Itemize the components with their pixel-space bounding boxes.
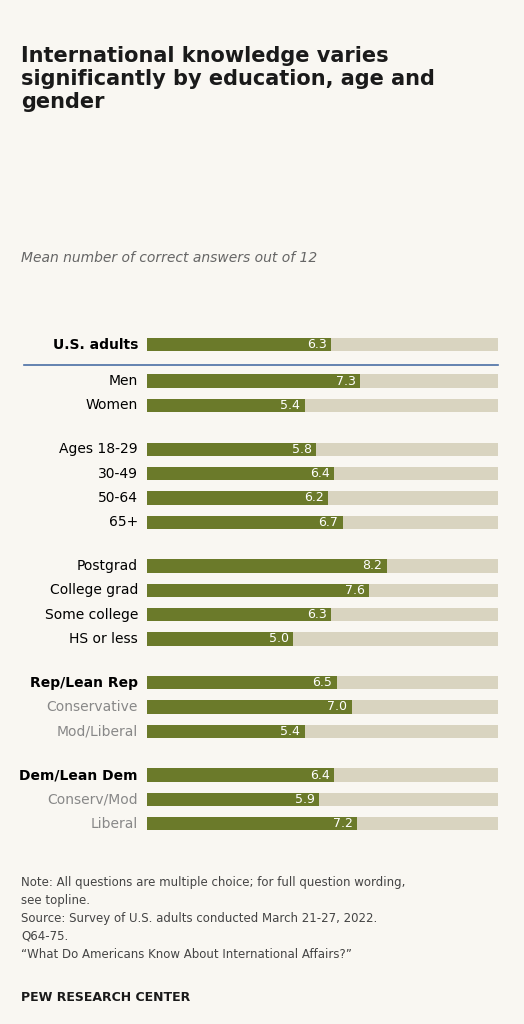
Text: Rep/Lean Rep: Rep/Lean Rep [30, 676, 138, 690]
Bar [147, 559, 387, 572]
Text: 6.2: 6.2 [304, 492, 324, 505]
Text: 65+: 65+ [108, 515, 138, 529]
Bar [147, 700, 498, 714]
Text: 50-64: 50-64 [98, 490, 138, 505]
Bar [147, 700, 352, 714]
Text: 7.0: 7.0 [327, 700, 347, 714]
Bar [147, 676, 498, 689]
Bar [147, 338, 331, 351]
Text: 6.4: 6.4 [310, 467, 330, 480]
Text: Ages 18-29: Ages 18-29 [59, 442, 138, 457]
Text: Mod/Liberal: Mod/Liberal [57, 724, 138, 738]
Bar [147, 817, 357, 830]
Bar [147, 492, 328, 505]
Text: College grad: College grad [50, 584, 138, 597]
Text: 5.0: 5.0 [269, 633, 289, 645]
Bar [147, 632, 293, 645]
Text: 6.4: 6.4 [310, 769, 330, 781]
Text: Liberal: Liberal [91, 817, 138, 830]
Bar [147, 492, 498, 505]
Bar [147, 632, 498, 645]
Bar [147, 559, 498, 572]
Bar [147, 608, 331, 622]
Text: 5.8: 5.8 [292, 442, 312, 456]
Text: 6.5: 6.5 [313, 676, 333, 689]
Bar [147, 584, 498, 597]
Text: 6.3: 6.3 [307, 338, 326, 351]
Bar [147, 608, 498, 622]
Bar [147, 817, 498, 830]
Text: International knowledge varies
significantly by education, age and
gender: International knowledge varies significa… [21, 46, 435, 113]
Bar [147, 515, 343, 528]
Text: Note: All questions are multiple choice; for full question wording,
see topline.: Note: All questions are multiple choice;… [21, 876, 406, 961]
Text: Dem/Lean Dem: Dem/Lean Dem [19, 768, 138, 782]
Bar [147, 793, 319, 806]
Text: 6.3: 6.3 [307, 608, 326, 622]
Bar [147, 584, 369, 597]
Text: PEW RESEARCH CENTER: PEW RESEARCH CENTER [21, 990, 190, 1004]
Text: Mean number of correct answers out of 12: Mean number of correct answers out of 12 [21, 251, 317, 265]
Bar [147, 515, 498, 528]
Text: 7.6: 7.6 [345, 584, 365, 597]
Text: 6.7: 6.7 [319, 516, 339, 528]
Bar [147, 338, 498, 351]
Bar [147, 768, 498, 781]
Bar [147, 442, 316, 456]
Bar [147, 676, 337, 689]
Text: Conserv/Mod: Conserv/Mod [47, 793, 138, 806]
Text: Postgrad: Postgrad [77, 559, 138, 573]
Text: HS or less: HS or less [69, 632, 138, 646]
Text: Conservative: Conservative [47, 700, 138, 714]
Bar [147, 467, 498, 480]
Bar [147, 375, 498, 388]
Bar [147, 768, 334, 781]
Bar [147, 442, 498, 456]
Text: 5.4: 5.4 [280, 725, 300, 738]
Text: Men: Men [108, 374, 138, 388]
Text: 5.9: 5.9 [295, 793, 315, 806]
Bar [147, 398, 305, 413]
Text: U.S. adults: U.S. adults [52, 338, 138, 351]
Text: 7.2: 7.2 [333, 817, 353, 830]
Text: 7.3: 7.3 [336, 375, 356, 388]
Text: 30-49: 30-49 [98, 467, 138, 480]
Bar [147, 725, 305, 738]
Bar [147, 793, 498, 806]
Bar [147, 467, 334, 480]
Bar [147, 725, 498, 738]
Text: Some college: Some college [45, 607, 138, 622]
Text: 8.2: 8.2 [363, 559, 382, 572]
Text: Women: Women [86, 398, 138, 413]
Bar [147, 398, 498, 413]
Bar [147, 375, 361, 388]
Text: 5.4: 5.4 [280, 399, 300, 412]
